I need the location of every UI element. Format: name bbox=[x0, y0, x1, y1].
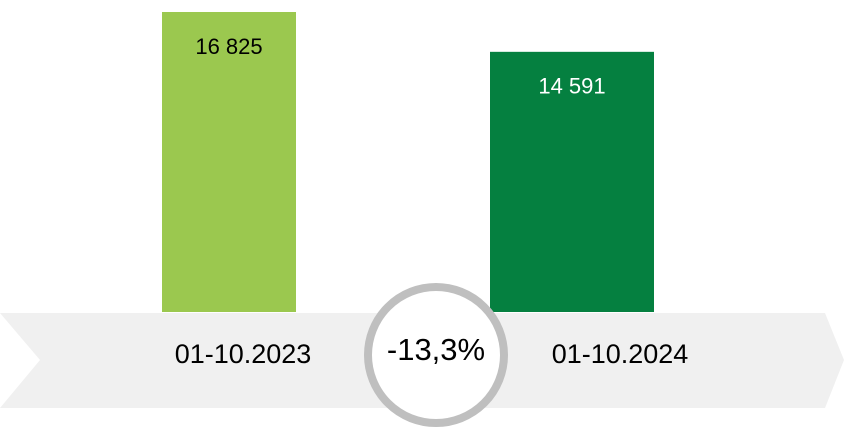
change-badge bbox=[364, 283, 508, 427]
change-label: -13,3% bbox=[387, 332, 485, 367]
category-labels: 01-10.2023 01-10.2024 bbox=[175, 339, 689, 369]
category-label: 01-10.2023 bbox=[175, 339, 312, 369]
bars: 16 825 14 591 bbox=[162, 12, 654, 312]
value-label: 14 591 bbox=[538, 74, 605, 99]
bar bbox=[162, 12, 296, 312]
category-label: 01-10.2024 bbox=[552, 339, 689, 369]
value-label: 16 825 bbox=[195, 34, 262, 59]
bar bbox=[490, 51, 654, 312]
